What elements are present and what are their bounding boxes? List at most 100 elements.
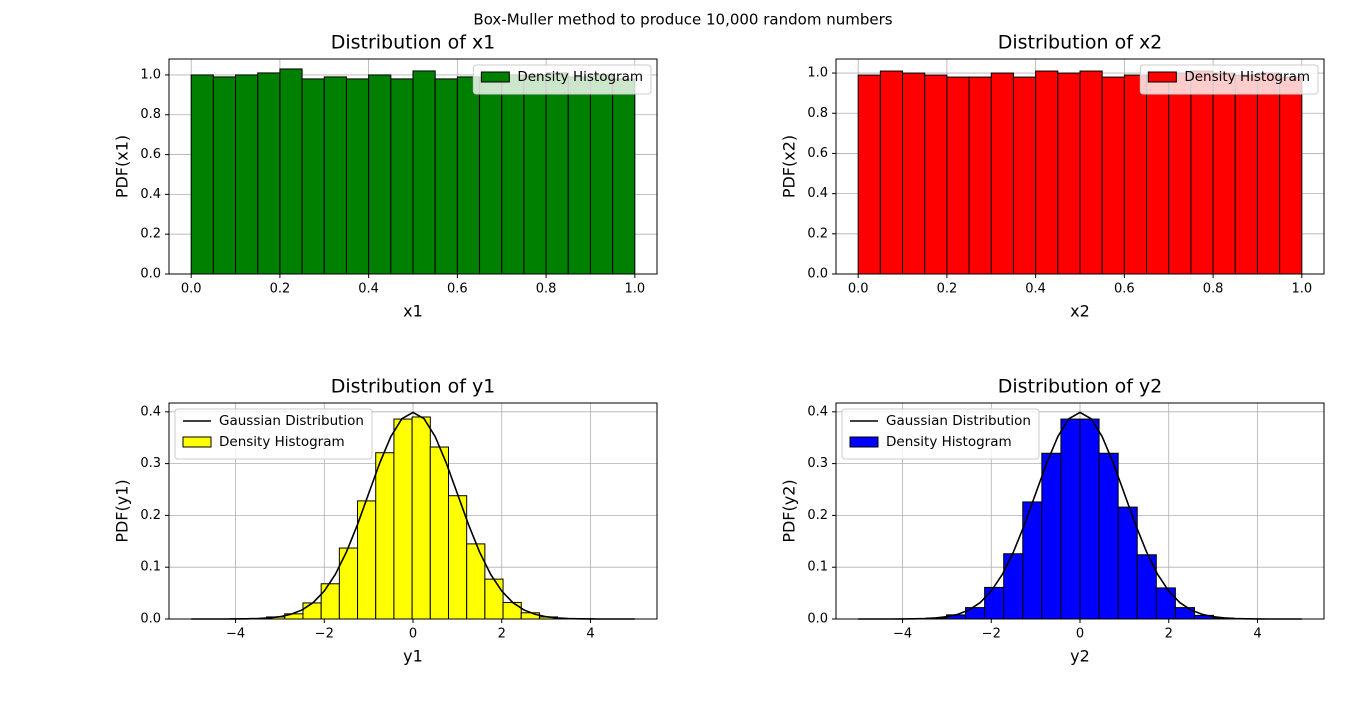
y-axis-label: PDF(x1)	[113, 135, 132, 198]
histogram-bar	[1146, 74, 1170, 275]
axes-title: Distribution of y1	[331, 376, 496, 398]
legend: Density Histogram	[1139, 64, 1319, 95]
x-tick-label: 2	[1165, 627, 1173, 642]
histogram-bar	[612, 78, 636, 275]
legend-label: Gaussian Distribution	[886, 413, 1031, 429]
legend-frame	[174, 408, 373, 460]
histogram-bar	[338, 547, 359, 620]
histogram-bar	[1234, 74, 1258, 275]
legend-label: Density Histogram	[1184, 69, 1310, 85]
x-tick-label: −2	[982, 627, 1001, 642]
histogram-bar	[257, 72, 281, 275]
histogram-bar	[393, 418, 413, 620]
x-tick-label: 0.2	[270, 282, 291, 297]
histogram-bar	[545, 72, 569, 275]
histogram-bar	[429, 446, 449, 620]
axes-title: Distribution of x2	[998, 32, 1163, 54]
histogram-bar	[1123, 74, 1148, 275]
histogram-bar	[924, 74, 948, 275]
histogram-bar	[412, 70, 436, 275]
y-tick-label: 0.3	[807, 456, 828, 471]
y-tick-label: 0.8	[140, 107, 161, 122]
histogram-bar	[567, 76, 591, 275]
y-tick-label: 0.0	[807, 612, 828, 627]
legend-label: Gaussian Distribution	[219, 413, 364, 429]
x-tick-label: 0	[1076, 627, 1084, 642]
histogram-bar	[1079, 70, 1103, 275]
x-tick-label: −4	[226, 627, 245, 642]
y-tick-label: 0.0	[807, 267, 828, 282]
histogram-bar	[302, 602, 322, 620]
y-tick-label: 0.4	[807, 186, 828, 201]
histogram-bar	[1256, 72, 1281, 275]
y-tick-label: 0.1	[140, 560, 161, 575]
x-tick-label: 0.2	[937, 282, 958, 297]
histogram-bar	[434, 78, 458, 275]
legend-swatch	[480, 71, 510, 83]
histogram-bar	[1098, 452, 1119, 620]
histogram-bar	[520, 612, 540, 620]
legend-swatch	[1147, 71, 1177, 83]
x-tick-label: 0.4	[1025, 282, 1046, 297]
y-tick-label: 1.0	[807, 66, 828, 81]
histogram-bar	[279, 68, 303, 275]
histogram-bar	[902, 72, 926, 275]
histogram-bar	[990, 72, 1014, 275]
histogram-bar	[323, 76, 347, 275]
histogram-bar	[301, 78, 325, 275]
x-axis-label: y2	[1070, 647, 1090, 666]
y-axis-label: PDF(y1)	[113, 479, 132, 542]
y-tick-label: 0.4	[807, 404, 828, 419]
x-tick-label: 0	[409, 627, 417, 642]
x-tick-label: 0.8	[536, 282, 557, 297]
y-tick-label: 0.4	[140, 187, 161, 202]
histogram-bar	[1003, 553, 1024, 620]
x-tick-label: 0.8	[1203, 282, 1224, 297]
histogram-bar	[965, 607, 986, 620]
x-tick-label: 0.0	[848, 282, 869, 297]
y-tick-label: 1.0	[140, 67, 161, 82]
histogram-bar	[1079, 418, 1100, 620]
histogram-bar	[1041, 452, 1062, 620]
legend: Gaussian Distribution Density Histogram	[174, 408, 373, 460]
legend-frame	[841, 408, 1040, 460]
x-tick-label: 2	[498, 627, 506, 642]
histogram-bar	[1035, 70, 1059, 275]
line	[191, 411, 635, 620]
x-axis-label: x2	[1070, 302, 1090, 321]
axes-frame	[168, 58, 658, 275]
y-axis-label: PDF(y2)	[780, 479, 799, 542]
line	[858, 411, 1302, 620]
y-tick-label: 0.8	[807, 106, 828, 121]
histogram-bar	[968, 76, 992, 275]
histogram-bar	[879, 70, 904, 275]
legend-swatch	[182, 436, 212, 448]
histogram-bar	[479, 76, 503, 275]
y-tick-label: 0.2	[140, 508, 161, 523]
histogram-bar	[1117, 506, 1138, 620]
histogram-bar	[345, 78, 370, 275]
x-tick-label: −2	[315, 627, 334, 642]
histogram-bar	[523, 74, 547, 275]
axes-frame	[835, 58, 1325, 275]
histogram-bar	[1155, 587, 1176, 620]
histogram-bar	[1101, 76, 1125, 275]
legend-frame	[472, 64, 652, 95]
histogram-bar	[190, 74, 214, 275]
histogram-bar	[502, 601, 522, 620]
histogram-bar	[390, 78, 414, 275]
histogram-bar	[1168, 72, 1192, 275]
x-tick-label: 0.4	[358, 282, 379, 297]
histogram-bar	[857, 74, 881, 275]
x-tick-label: −4	[893, 627, 912, 642]
figure-title: Box-Muller method to produce 10,000 rand…	[473, 11, 892, 29]
histogram-bar	[1212, 72, 1236, 275]
histogram-bar	[466, 543, 486, 620]
histogram-bar	[411, 416, 431, 620]
legend: Gaussian Distribution Density Histogram	[841, 408, 1040, 460]
y-tick-label: 0.2	[140, 227, 161, 242]
histogram-bar	[1012, 76, 1037, 275]
legend: Density Histogram	[472, 64, 652, 95]
histogram-bar	[368, 74, 392, 275]
